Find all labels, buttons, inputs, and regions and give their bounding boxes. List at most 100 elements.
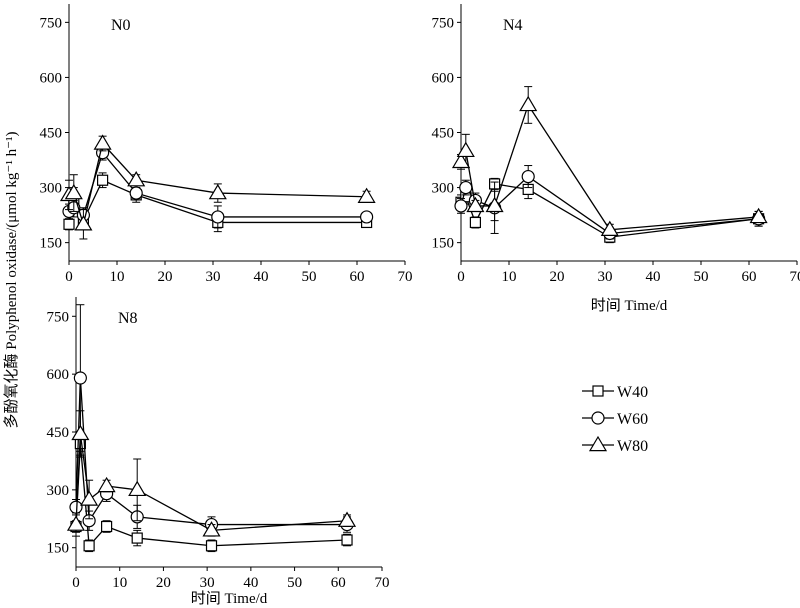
data-point [357, 187, 376, 203]
y-tick-label: 600 [47, 367, 70, 383]
data-point [519, 95, 538, 112]
y-tick-label: 600 [432, 70, 455, 86]
x-tick-label: 0 [65, 269, 73, 285]
x-tick-label: 40 [254, 269, 269, 285]
x-tick-label: 70 [790, 269, 800, 285]
panel-N0: 150 300 450 600 750 0 10 20 30 40 50 60 70 N0 [40, 4, 413, 285]
x-tick-label: 20 [158, 269, 173, 285]
y-axis-title: 多酚氧化酶 Polyphenol oxidase/(μmol kg⁻¹ h⁻¹) [3, 131, 20, 428]
y-tick-label: 300 [47, 483, 70, 499]
panel-N8: 150 300 450 600 750 0 10 20 30 40 50 60 70 N8 时间 Time/… [47, 297, 390, 607]
x-tick-label: 70 [398, 269, 413, 285]
y-tick-label: 750 [47, 309, 70, 325]
data-point [521, 169, 535, 184]
data-point [456, 141, 475, 158]
series-line [75, 433, 348, 532]
x-tick-label: 0 [457, 269, 465, 285]
legend-item-W80: W80 [582, 435, 648, 455]
legend-label: W40 [617, 384, 648, 401]
legend: W40 W60 W80 [582, 384, 648, 455]
y-tick-label: 150 [47, 541, 70, 557]
x-tick-label: 30 [206, 269, 221, 285]
data-point [600, 220, 619, 236]
data-point [131, 532, 143, 544]
data-point [93, 134, 112, 150]
y-tick-label: 450 [40, 126, 63, 142]
data-point [96, 174, 109, 186]
x-axis-title: 时间 Time/d [591, 297, 668, 314]
x-tick-label: 60 [331, 575, 346, 591]
data-point [97, 476, 116, 493]
data-point [80, 490, 99, 506]
x-tick-label: 70 [375, 575, 390, 591]
data-point [208, 183, 227, 200]
y-tick-label: 450 [47, 425, 70, 441]
x-tick-label: 10 [112, 575, 127, 591]
data-point [205, 540, 218, 552]
data-point [749, 207, 768, 224]
panel-label: N8 [118, 310, 138, 327]
data-point [360, 210, 374, 224]
y-tick-label: 300 [40, 181, 63, 197]
data-point [459, 180, 473, 195]
series-W80 [451, 86, 768, 236]
data-point [485, 196, 504, 213]
x-axis-title: 时间 Time/d [191, 590, 268, 607]
panel-label: N0 [111, 17, 131, 34]
data-point [66, 515, 86, 531]
data-point [211, 210, 225, 224]
x-tick-label: 10 [110, 269, 125, 285]
data-point [127, 171, 146, 187]
data-point [129, 186, 143, 200]
x-tick-label: 0 [72, 575, 80, 591]
x-tick-label: 40 [646, 269, 661, 285]
series-line [75, 377, 348, 526]
legend-item-W40: W40 [582, 384, 648, 401]
data-point [466, 196, 485, 213]
x-tick-label: 10 [502, 269, 517, 285]
series-W60 [69, 304, 354, 533]
x-tick-label: 50 [302, 269, 317, 285]
data-point [469, 216, 481, 229]
legend-item-W60: W60 [582, 411, 648, 428]
x-tick-label: 30 [200, 575, 215, 591]
data-point [202, 521, 221, 537]
data-point [63, 218, 75, 230]
x-tick-label: 60 [742, 269, 757, 285]
legend-marker [588, 435, 608, 452]
data-point [100, 520, 113, 533]
panel-label: N4 [503, 17, 523, 34]
data-point [337, 511, 357, 527]
series-W80 [66, 410, 357, 537]
data-point [451, 152, 471, 169]
data-point [74, 215, 93, 231]
x-tick-label: 30 [598, 269, 613, 285]
data-point [83, 540, 95, 552]
y-tick-label: 300 [432, 181, 455, 197]
series-line [460, 103, 759, 231]
series-W80 [59, 134, 376, 240]
y-tick-label: 150 [432, 236, 455, 252]
data-point [71, 424, 90, 441]
data-point [73, 371, 87, 385]
x-tick-label: 20 [550, 269, 565, 285]
y-tick-label: 750 [432, 15, 455, 31]
data-point [64, 183, 83, 200]
x-tick-label: 20 [156, 575, 171, 591]
data-point [128, 480, 147, 497]
legend-marker [592, 385, 604, 397]
x-tick-label: 50 [694, 269, 709, 285]
data-point [341, 534, 353, 546]
legend-marker [591, 411, 605, 425]
y-tick-label: 600 [40, 70, 63, 86]
y-tick-label: 450 [432, 126, 455, 142]
x-tick-label: 60 [350, 269, 365, 285]
legend-label: W80 [617, 438, 648, 455]
panel-N4: 150 300 450 600 750 0 10 20 30 40 50 60 70 N4 时间 Time/… [432, 4, 800, 314]
data-point [454, 199, 468, 213]
y-tick-label: 750 [40, 15, 63, 31]
y-tick-label: 150 [40, 236, 63, 252]
x-tick-label: 40 [243, 575, 258, 591]
